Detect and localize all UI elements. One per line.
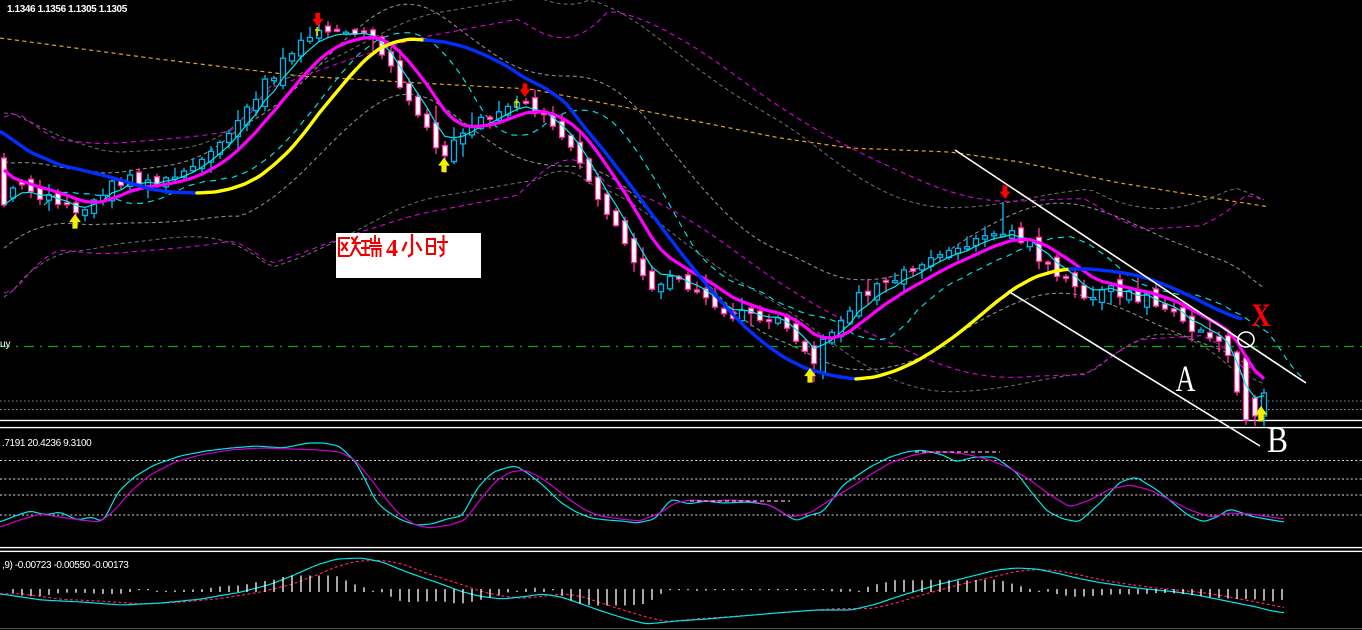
svg-text:1.1346 1.1356 1.1305 1.1305: 1.1346 1.1356 1.1305 1.1305 bbox=[7, 4, 128, 15]
svg-text:B: B bbox=[1267, 420, 1288, 461]
svg-text:.7191 20.4236 9.3100: .7191 20.4236 9.3100 bbox=[2, 438, 92, 449]
svg-text:uy: uy bbox=[0, 339, 11, 350]
svg-text:X: X bbox=[1251, 296, 1271, 333]
svg-text:A: A bbox=[1176, 359, 1196, 400]
svg-text:,9) -0.00723 -0.00550 -0.00173: ,9) -0.00723 -0.00550 -0.00173 bbox=[2, 560, 129, 571]
svg-text:4: 4 bbox=[386, 236, 398, 262]
